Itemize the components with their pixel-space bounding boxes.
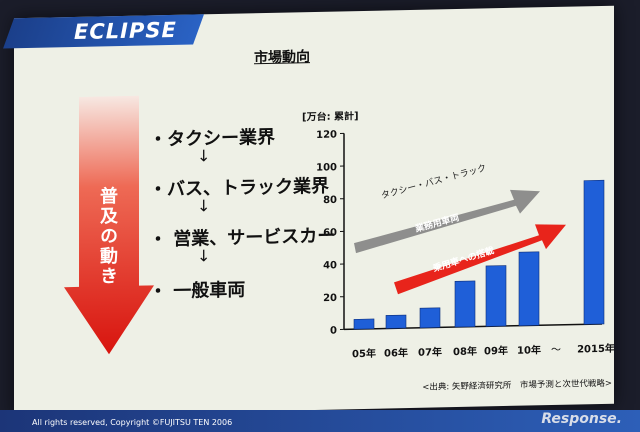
slide-title: 市場動向	[254, 49, 310, 67]
copyright-notice: All rights reserved, Copyright ©FUJITSU …	[32, 418, 233, 427]
x-tick-label: 06年	[384, 346, 408, 359]
adoption-flow-label: 普及の動き	[97, 186, 118, 287]
bar	[419, 307, 441, 329]
x-tick-label: 09年	[484, 344, 508, 357]
x-tick-label: 05年	[352, 347, 376, 360]
step-taxi: ・タクシー業界	[149, 126, 275, 151]
axis-gap-label: 〜	[551, 345, 561, 356]
bar	[353, 318, 375, 330]
footer-bar	[0, 410, 640, 432]
y-tick-label: 120	[316, 130, 337, 141]
gray-arrow-label: 業務用車両	[413, 211, 461, 235]
source-note: <出典: 矢野経済研究所 市場予測と次世代戦略>	[422, 378, 612, 393]
bar	[518, 251, 540, 327]
market-trend-chart: [万台: 累計] 0 20 40 60 80 100 120 タクシー・バス・トラック業務用車両…	[302, 109, 614, 393]
bar	[485, 265, 507, 327]
chart-unit-label: [万台: 累計]	[302, 109, 359, 123]
adoption-flow-arrow	[64, 95, 154, 355]
y-tick-label: 80	[323, 195, 337, 206]
passenger-car-arrow	[394, 224, 566, 295]
x-tick-label: 2015年	[577, 342, 614, 356]
bar	[454, 280, 476, 328]
y-tick-label: 60	[323, 228, 337, 239]
bar	[583, 179, 605, 325]
watermark-logo: Response.	[541, 411, 622, 427]
brand-logo: ECLIPSE	[74, 17, 177, 45]
y-tick-label: 40	[323, 260, 337, 271]
y-tick-label: 100	[316, 162, 337, 173]
gray-arrow-caption: タクシー・バス・トラック	[380, 163, 487, 202]
x-tick-label: 08年	[453, 345, 477, 358]
down-arrow-icon: ↓	[197, 196, 211, 216]
down-arrow-icon: ↓	[197, 246, 211, 266]
y-tick-label: 0	[330, 326, 337, 337]
y-tick-label: 20	[323, 293, 337, 304]
x-tick-label: 10年	[517, 343, 541, 356]
down-arrow-icon: ↓	[197, 146, 211, 166]
bar	[385, 314, 407, 329]
step-general-vehicles: ・ 一般車両	[149, 279, 246, 303]
presentation-slide: ECLIPSE 市場動向 普及の動き ・タクシー業界 ↓ ・バス、トラック業界 …	[3, 5, 614, 417]
x-tick-label: 07年	[418, 345, 442, 358]
business-vehicle-arrow	[354, 189, 540, 254]
